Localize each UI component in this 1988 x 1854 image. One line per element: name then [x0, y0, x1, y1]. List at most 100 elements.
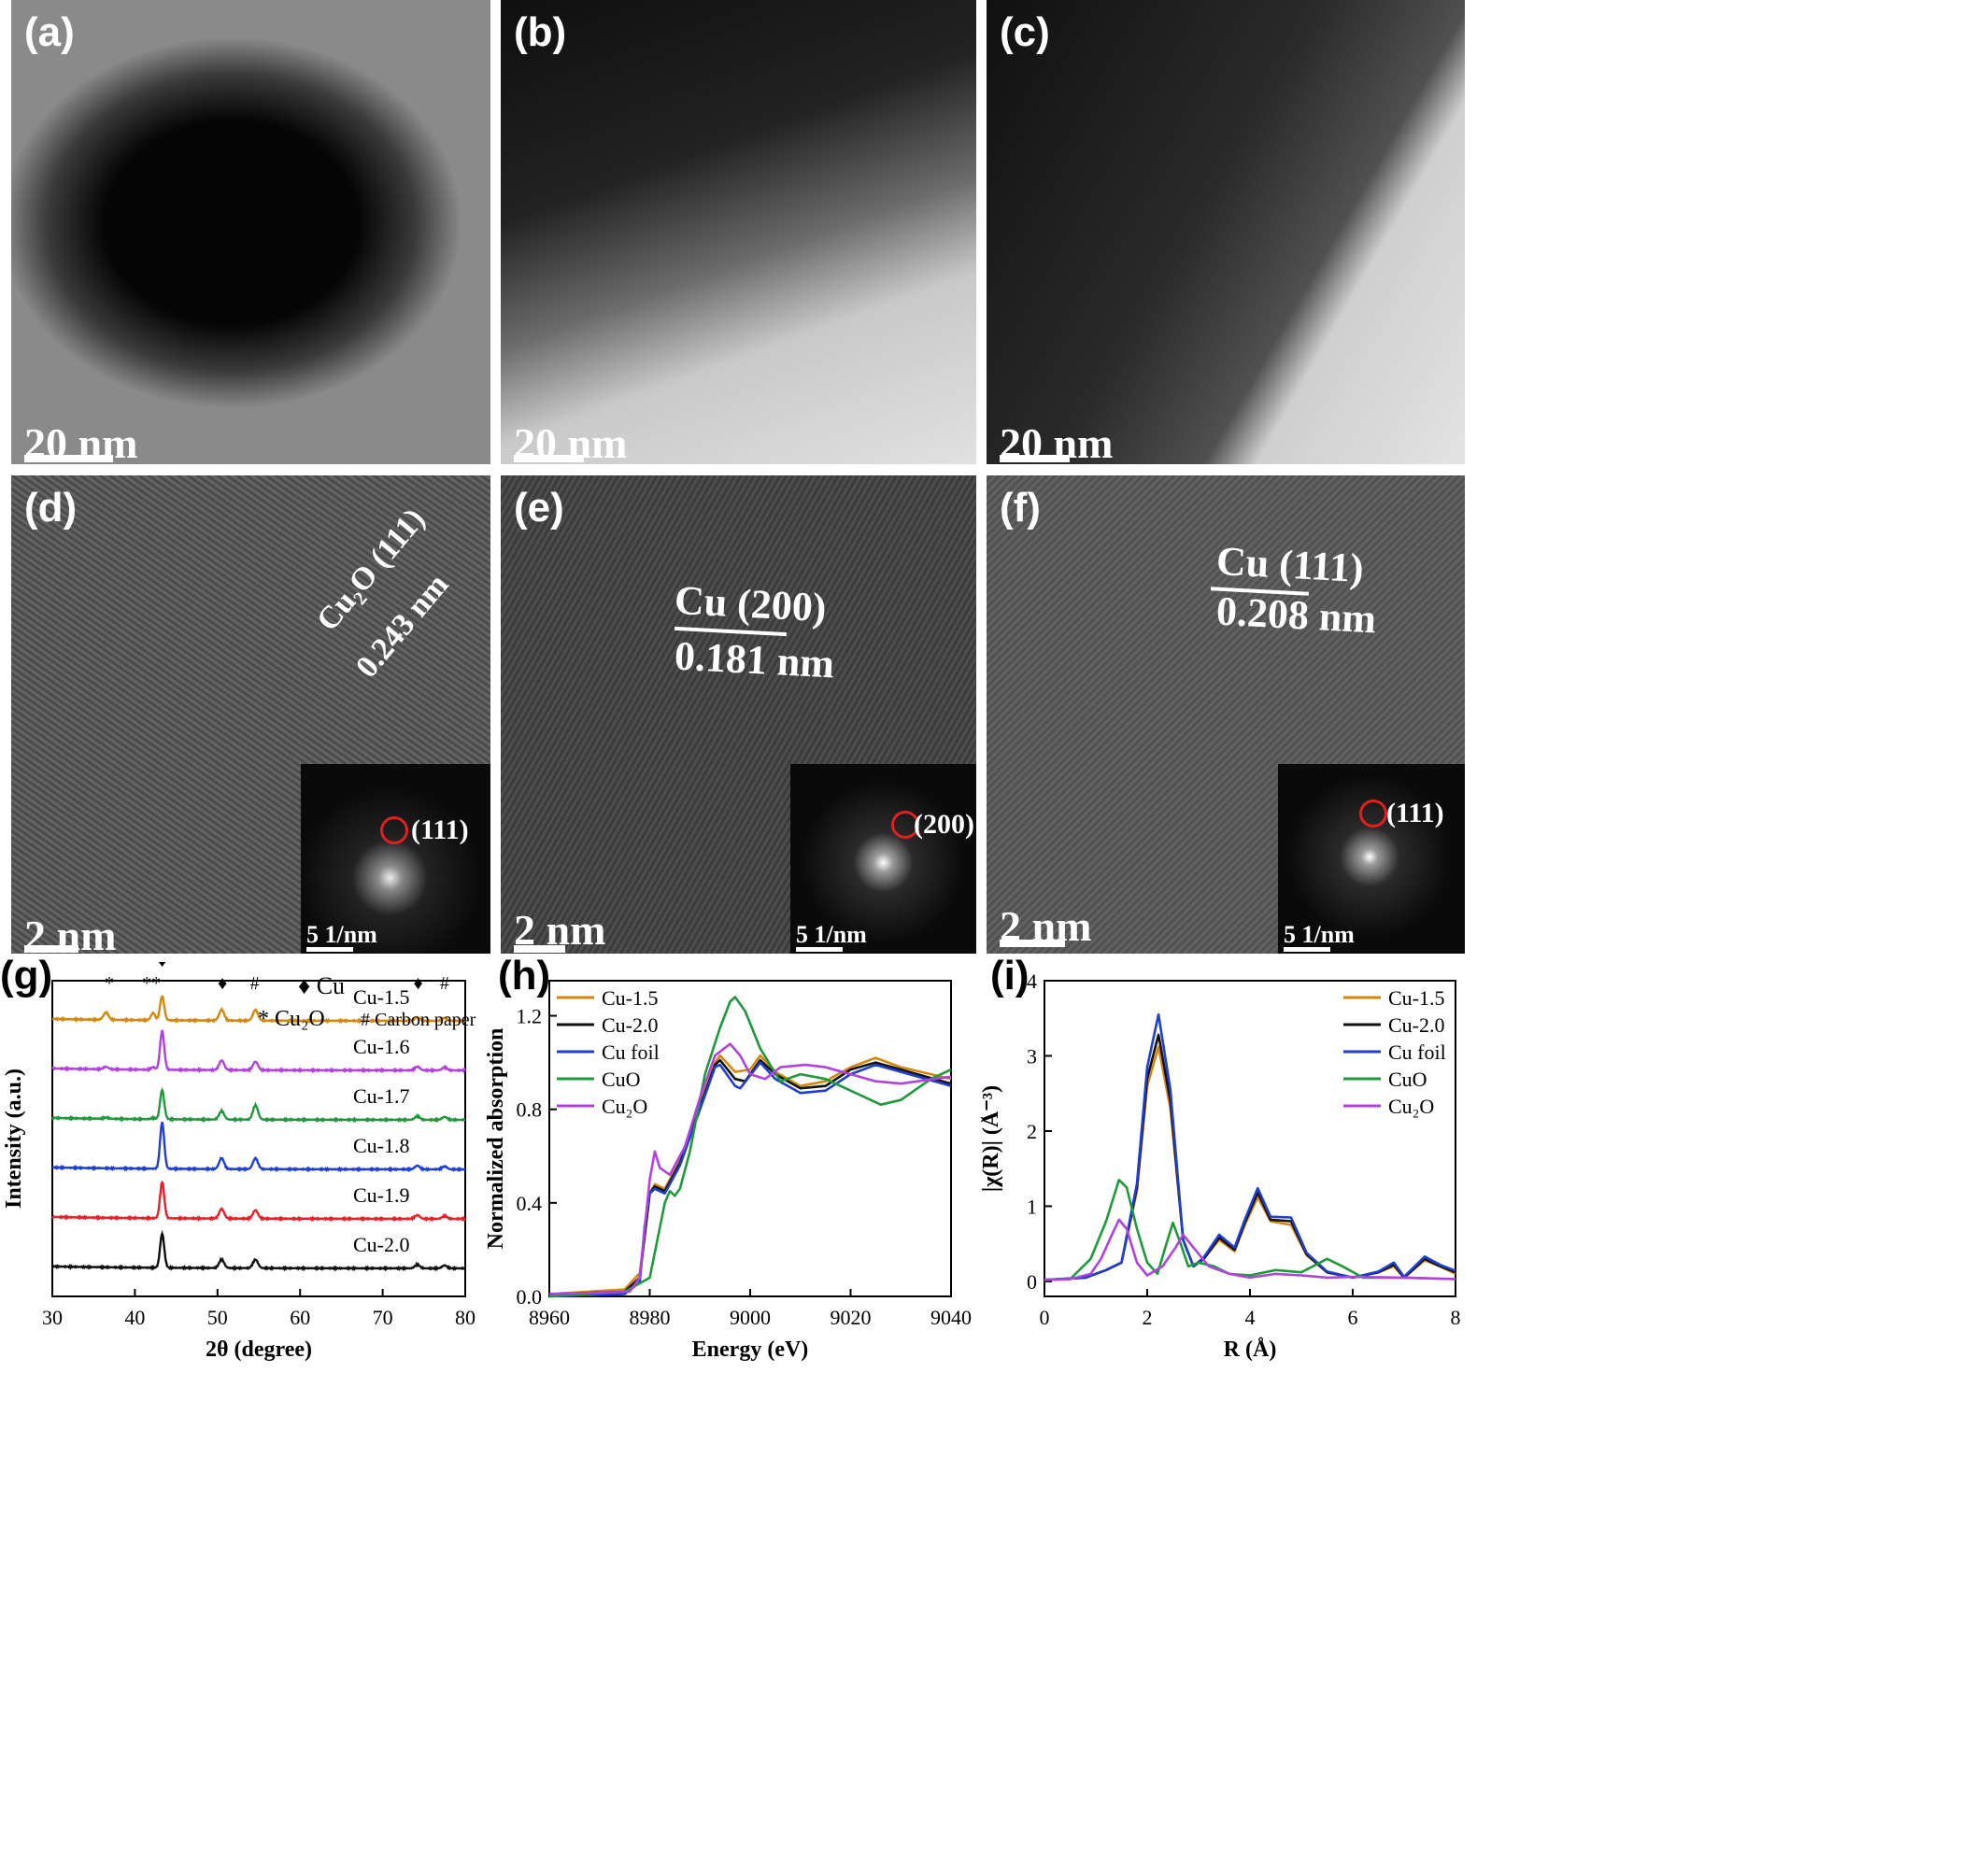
x-tick-label: 4	[1245, 1306, 1256, 1329]
x-tick-label: 8	[1451, 1306, 1461, 1329]
x-axis-title: R (Å)	[1224, 1337, 1277, 1362]
legend-label: CuO	[602, 1068, 641, 1091]
tem-panel-a: (a) 20 nm	[11, 0, 490, 464]
peak-marker: #	[250, 973, 260, 994]
scale-bar	[24, 945, 78, 953]
fft-inset: (111) 5 1/nm	[1278, 764, 1465, 954]
inset-scale-label: 5 1/nm	[306, 921, 377, 948]
panel-label: (a)	[24, 9, 75, 55]
chart-label-g: (g)	[0, 953, 53, 998]
diffraction-spot-marker	[1359, 800, 1387, 828]
series-line	[1044, 1218, 1456, 1281]
series-line	[1044, 1179, 1456, 1281]
x-tick-label: 30	[42, 1306, 63, 1329]
y-tick-label: 3	[1027, 1044, 1037, 1068]
tem-panel-f: (f) Cu (111) 0.208 nm 2 nm (111) 5 1/nm	[987, 475, 1465, 954]
xrd-series-line	[50, 1229, 466, 1272]
tem-panel-b: (b) 20 nm	[501, 0, 976, 464]
y-tick-label: 4	[1027, 969, 1037, 993]
series-label: Cu-2.0	[353, 1233, 410, 1256]
y-tick-label: 0.8	[517, 1098, 543, 1122]
x-tick-label: 9020	[831, 1306, 872, 1329]
chart-label-h: (h)	[498, 953, 551, 998]
lattice-plane: Cu (111)	[1214, 537, 1365, 592]
scale-bar	[24, 455, 113, 462]
lattice-plane: Cu (200)	[673, 576, 828, 631]
peak-marker: ♦	[157, 962, 166, 971]
legend-label: Cu₂O	[602, 1095, 647, 1118]
inset-scale-label: 5 1/nm	[1284, 921, 1355, 948]
xrd-series-line	[51, 1029, 467, 1074]
lattice-label: Cu (111)	[1215, 537, 1365, 592]
xrd-series-line	[51, 1121, 466, 1173]
diffraction-spot-label: (111)	[411, 814, 469, 845]
chart-label-i: (i)	[990, 953, 1030, 998]
panel-label: (e)	[514, 485, 564, 531]
series-label: Cu-1.7	[353, 1084, 410, 1108]
xanes-chart: 8960 8980 9000 9020 9040 Energy (eV) 0.0 0.4 0.8…	[486, 980, 972, 1362]
diffraction-spot-label: (111)	[1386, 798, 1444, 828]
peak-marker: ♦	[414, 973, 423, 994]
xrd-series-line	[50, 1086, 466, 1124]
scale-bar	[514, 945, 565, 953]
tem-panel-e: (e) Cu (200) 0.181 nm 2 nm (200) 5 1/nm	[501, 475, 976, 954]
x-tick-label: 70	[373, 1306, 393, 1329]
inset-scale-bar	[306, 947, 353, 952]
legend-label: Cu-1.5	[1388, 986, 1445, 1010]
xrd-series-line	[51, 1180, 466, 1223]
lattice-spacing: 0.208 nm	[1214, 587, 1378, 643]
y-axis-title: Intensity (a.u.)	[2, 1069, 26, 1209]
legend-carbon-paper: # Carbon paper	[361, 1010, 476, 1030]
inset-scale-bar	[796, 947, 843, 952]
x-axis-title: Energy (eV)	[692, 1337, 809, 1362]
x-tick-label: 2	[1143, 1306, 1153, 1329]
series-label: Cu-1.6	[353, 1035, 410, 1058]
series-line	[548, 996, 952, 1298]
y-tick-label: 2	[1027, 1120, 1037, 1143]
inset-scale-bar	[1284, 947, 1330, 952]
y-tick-label: 0	[1027, 1270, 1037, 1294]
y-tick-label: 0.0	[517, 1285, 543, 1309]
plot-frame	[51, 980, 466, 1297]
inset-scale-label: 5 1/nm	[796, 921, 867, 948]
series-label: Cu-1.5	[353, 985, 410, 1009]
peak-marker: **	[142, 973, 161, 994]
exafs-chart: 0 2 4 6 8 R (Å) 0 1 2 3 4 |χ(R)| (Å⁻³) Cu-1.5 Cu-2.0 C…	[981, 969, 1461, 1362]
legend-cu2o: * Cu₂O	[258, 1007, 325, 1031]
x-tick-label: 8980	[630, 1306, 671, 1329]
y-tick-label: 1	[1027, 1195, 1037, 1218]
legend-label: Cu₂O	[1388, 1095, 1434, 1118]
x-tick-label: 9040	[930, 1306, 972, 1329]
y-axis-title: |χ(R)| (Å⁻³)	[981, 1085, 1003, 1192]
lattice-spacing-label: 0.181 nm	[674, 632, 836, 688]
tem-panel-d: (d) Cu₂O (111) 0.243 nm 2 nm (111) 5 1/n…	[11, 475, 490, 954]
fft-inset: (200) 5 1/nm	[790, 764, 976, 954]
scale-bar	[514, 455, 584, 462]
legend-label: CuO	[1388, 1068, 1427, 1091]
y-tick-label: 0.4	[517, 1192, 543, 1215]
legend-label: Cu-1.5	[602, 986, 659, 1010]
lattice-spacing: 0.181 nm	[673, 632, 836, 687]
legend-cu: ♦ Cu	[298, 972, 345, 999]
panel-label: (b)	[514, 9, 567, 55]
x-tick-label: 0	[1040, 1306, 1050, 1329]
x-tick-label: 8960	[529, 1306, 570, 1329]
diffraction-spot-marker	[891, 811, 919, 839]
x-tick-label: 80	[455, 1306, 476, 1329]
lattice-spacing-label: 0.208 nm	[1215, 587, 1378, 644]
series-label: Cu-1.8	[353, 1134, 410, 1157]
y-tick-label: 1.2	[517, 1005, 543, 1028]
diffraction-spot-marker	[380, 816, 408, 844]
panel-label: (d)	[24, 485, 78, 531]
x-tick-label: 9000	[730, 1306, 771, 1329]
xrd-series-line	[51, 995, 466, 1025]
legend-label: Cu-2.0	[602, 1013, 659, 1037]
panel-label: (c)	[1000, 9, 1050, 55]
scale-bar	[1000, 455, 1070, 462]
series-line	[548, 1054, 952, 1295]
fft-inset: (111) 5 1/nm	[301, 764, 490, 954]
peak-marker: ♦	[218, 973, 227, 994]
panel-label: (f)	[1000, 485, 1041, 531]
diffraction-spot-label: (200)	[914, 809, 974, 840]
x-tick-label: 60	[290, 1306, 310, 1329]
